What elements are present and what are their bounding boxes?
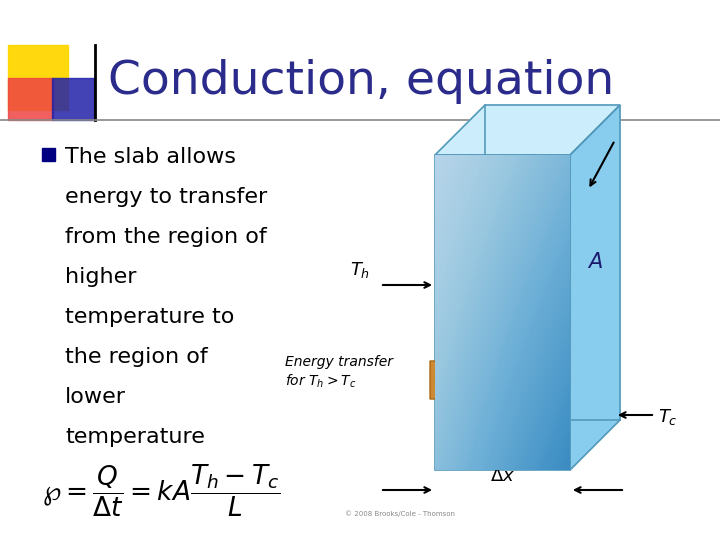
Polygon shape [570, 105, 620, 470]
Text: $T_h$: $T_h$ [350, 260, 370, 280]
Bar [8, 78, 53, 120]
Bar [42, 148, 55, 161]
Polygon shape [435, 105, 620, 155]
FancyArrow shape [430, 355, 520, 405]
Text: Conduction, equation: Conduction, equation [108, 59, 614, 105]
Text: The slab allows: The slab allows [65, 147, 236, 167]
Text: $A$: $A$ [587, 253, 603, 273]
Bar [0, 0, 720, 120]
Text: lower: lower [65, 387, 126, 407]
Text: from the region of: from the region of [65, 227, 266, 247]
Bar [52, 78, 94, 120]
Text: the region of: the region of [65, 347, 208, 367]
Text: temperature to: temperature to [65, 307, 235, 327]
Text: © 2008 Brooks/Cole - Thomson: © 2008 Brooks/Cole - Thomson [345, 510, 455, 517]
Text: energy to transfer: energy to transfer [65, 187, 267, 207]
Text: $\Delta x$: $\Delta x$ [490, 467, 515, 485]
Text: Energy transfer: Energy transfer [285, 355, 393, 369]
Text: for $T_h$$>$$T_c$: for $T_h$$>$$T_c$ [285, 373, 356, 390]
Text: temperature: temperature [65, 427, 205, 447]
Text: higher: higher [65, 267, 137, 287]
Text: $\wp = \dfrac{Q}{\Delta t} = kA\dfrac{T_h - T_c}{L}$: $\wp = \dfrac{Q}{\Delta t} = kA\dfrac{T_… [42, 462, 280, 519]
Bar [8, 45, 68, 110]
Text: $T_c$: $T_c$ [658, 407, 678, 427]
